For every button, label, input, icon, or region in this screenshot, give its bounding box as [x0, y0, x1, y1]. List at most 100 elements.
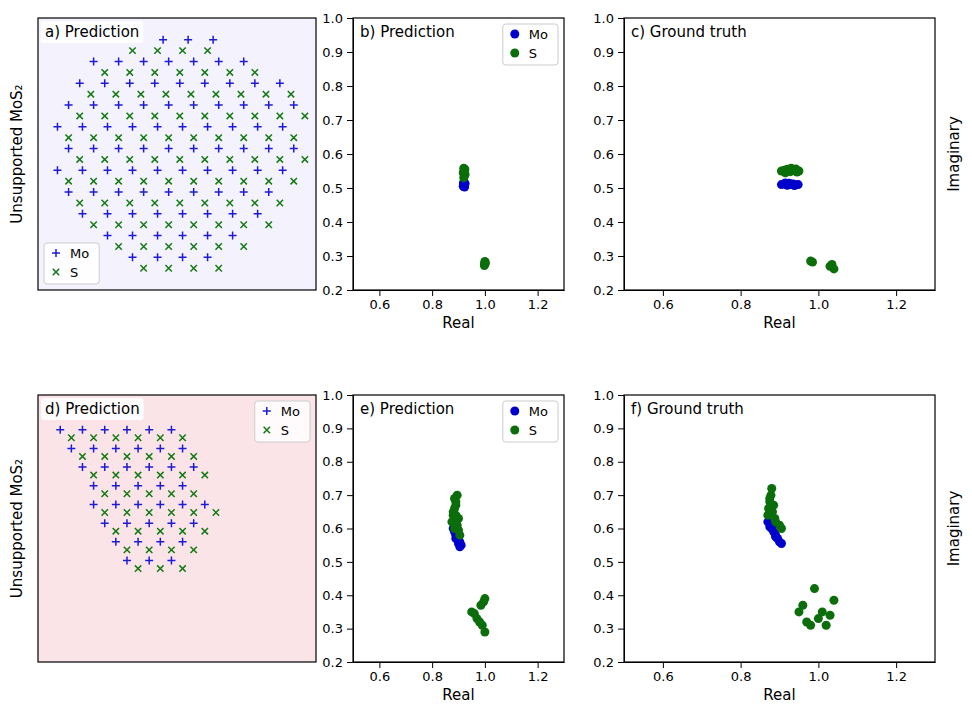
y-tick: 0.4 — [322, 215, 353, 230]
point — [266, 178, 272, 184]
point — [124, 453, 130, 459]
point — [229, 232, 237, 240]
point — [241, 222, 247, 228]
point — [202, 156, 208, 162]
point — [254, 123, 262, 131]
x-tick: 0.8 — [731, 662, 752, 684]
y-tick: 0.2 — [593, 655, 624, 670]
legend-item: Mo — [263, 404, 300, 419]
point — [53, 166, 61, 174]
point — [204, 253, 212, 261]
point — [156, 500, 164, 508]
y-tick-label: 0.4 — [593, 588, 614, 603]
point — [165, 188, 173, 196]
y-tick: 0.4 — [593, 588, 624, 603]
point — [798, 601, 807, 610]
y-tick: 0.3 — [593, 621, 624, 636]
point — [140, 134, 146, 140]
point — [115, 222, 121, 228]
legend-label: Mo — [529, 27, 548, 42]
y-tick-label: 0.8 — [322, 79, 343, 94]
point — [179, 166, 187, 174]
point — [215, 188, 223, 196]
points — [459, 164, 490, 270]
point — [480, 594, 489, 603]
point — [134, 444, 142, 452]
x-tick: 1.0 — [475, 290, 496, 312]
legend: MoS — [44, 243, 99, 284]
points — [447, 491, 489, 637]
y-tick-label: 0.5 — [593, 555, 614, 570]
y-tick-mark — [347, 495, 353, 496]
point — [826, 611, 835, 620]
x-axis-title: Real — [763, 314, 795, 332]
point — [168, 547, 174, 553]
point — [88, 91, 94, 97]
y-tick-mark — [618, 52, 624, 53]
point — [165, 265, 171, 271]
point — [771, 532, 780, 541]
point — [252, 69, 258, 75]
panel: a) PredictionUnsupported MoS₂MoS — [8, 18, 316, 290]
plot-frame — [353, 395, 564, 662]
point — [167, 519, 175, 527]
point — [126, 79, 134, 87]
point — [179, 444, 187, 452]
point — [168, 491, 174, 497]
y-tick-label: 0.9 — [593, 45, 614, 60]
legend-label: Mo — [529, 404, 548, 419]
y-tick-mark — [618, 120, 624, 121]
point — [157, 435, 163, 441]
x-tick: 1.2 — [886, 662, 907, 684]
x-tick: 0.8 — [422, 290, 443, 312]
x-tick-mark — [896, 662, 897, 668]
x-tick-mark — [485, 662, 486, 668]
x-tick-label: 0.6 — [370, 669, 391, 684]
point — [123, 426, 131, 434]
panel: 0.60.81.01.20.20.30.40.50.60.70.80.91.0c… — [593, 11, 963, 332]
legend-item: S — [510, 46, 537, 61]
figure: a) PredictionUnsupported MoS₂MoS 0.6 0.8 1.… — [0, 0, 972, 714]
y-tick-mark — [347, 18, 353, 19]
x-tick: 0.6 — [370, 662, 391, 684]
point — [818, 607, 827, 616]
point — [190, 188, 198, 196]
series — [449, 522, 466, 551]
x-tick: 1.0 — [475, 662, 496, 684]
title-group: c) Ground truth — [627, 21, 751, 43]
y-tick-label: 0.4 — [322, 588, 343, 603]
point — [140, 145, 148, 153]
point — [829, 596, 838, 605]
plot-background — [624, 395, 935, 662]
plot-background — [624, 18, 935, 290]
y-tick-label: 0.8 — [322, 454, 343, 469]
point — [480, 260, 489, 269]
point — [229, 123, 237, 131]
point — [134, 482, 142, 490]
point — [188, 91, 194, 97]
plot-frame — [38, 395, 316, 662]
point — [90, 188, 98, 196]
y-tick-mark — [618, 462, 624, 463]
y-tick: 0.5 — [322, 555, 353, 570]
y-tick-mark — [618, 86, 624, 87]
panel: 0.60.81.01.20.20.30.40.50.60.70.80.91.0e… — [322, 388, 564, 704]
y-tick-mark — [618, 595, 624, 596]
y-tick: 0.8 — [322, 454, 353, 469]
x-tick-mark — [485, 290, 486, 296]
panel-title: a) Prediction — [45, 23, 139, 41]
y-tick: 1.0 — [593, 11, 624, 26]
legend-item: Mo — [52, 246, 89, 261]
y-tick-label: 0.5 — [322, 555, 343, 570]
legend-marker — [510, 407, 519, 416]
point — [179, 253, 187, 261]
y-tick: 0.7 — [322, 488, 353, 503]
point — [266, 134, 272, 140]
x-axis-title: Real — [763, 686, 795, 704]
y-axis: 0.20.30.40.50.60.70.80.91.0 — [322, 11, 353, 298]
point — [288, 91, 294, 97]
point — [167, 557, 175, 565]
y-tick: 1.0 — [322, 388, 353, 403]
point — [156, 444, 164, 452]
point — [216, 178, 222, 184]
